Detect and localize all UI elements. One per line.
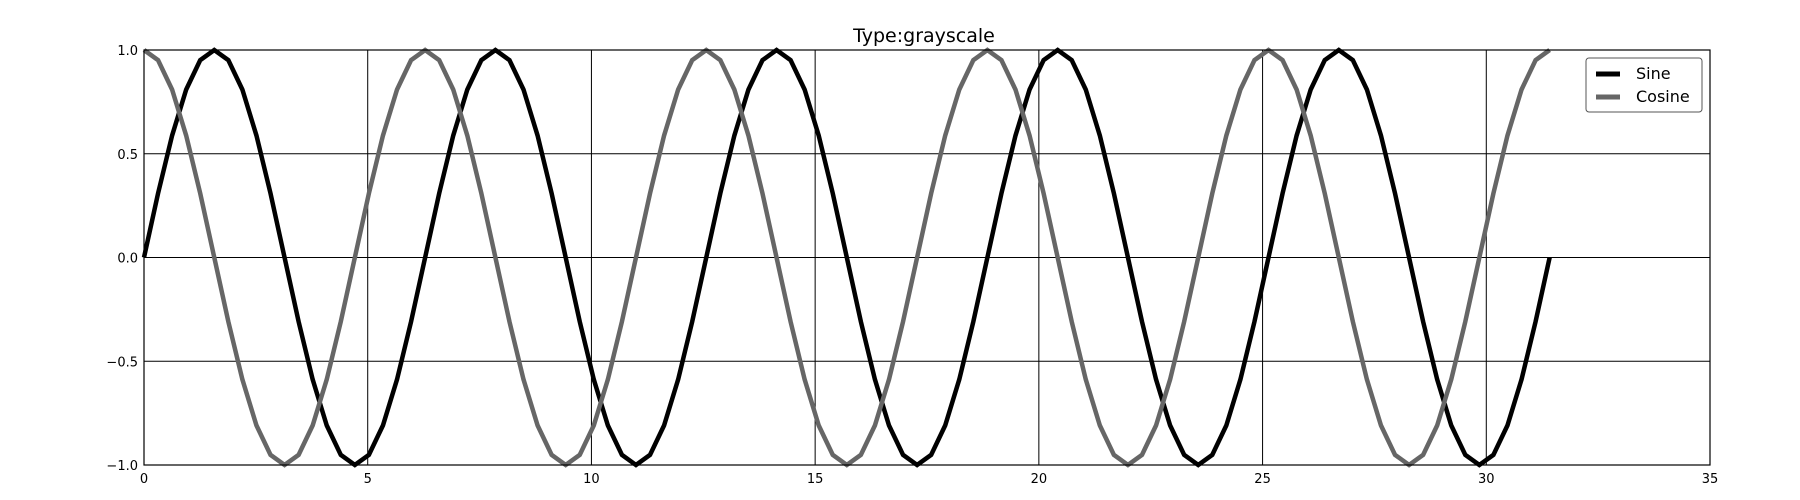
x-tick-label: 0 (140, 472, 148, 487)
x-tick-label: 5 (364, 472, 372, 487)
x-tick-label: 25 (1254, 472, 1271, 487)
x-tick-label: 20 (1031, 472, 1048, 487)
x-tick-label: 10 (583, 472, 600, 487)
y-tick-label: −0.5 (106, 355, 138, 370)
y-tick-label: −1.0 (106, 459, 138, 474)
legend-label-cosine: Cosine (1636, 87, 1690, 106)
y-tick-label: 0.0 (117, 252, 138, 267)
x-tick-label: 30 (1478, 472, 1495, 487)
legend-label-sine: Sine (1636, 64, 1671, 83)
x-tick-label: 15 (807, 472, 824, 487)
series-line-sine (141, 47, 1552, 468)
plot-frame (143, 49, 1711, 466)
y-tick-label: 0.5 (117, 148, 138, 163)
x-tick-label: 35 (1702, 472, 1719, 487)
tick-labels: 0 5 10 15 20 25 30 35 −1.0 −0.5 0.0 0.5 1.0 (106, 44, 1718, 487)
legend: Sine Cosine (1585, 57, 1703, 113)
chart-title: Type:grayscale (852, 25, 995, 47)
y-tick-label: 1.0 (117, 44, 138, 59)
